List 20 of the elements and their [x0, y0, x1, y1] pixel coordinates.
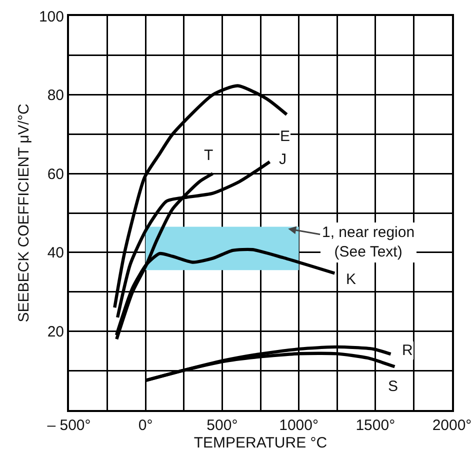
series-label: T — [204, 147, 214, 164]
annotation: 1, near region (See Text) — [322, 224, 415, 260]
series-label: J — [279, 151, 286, 168]
series-label: S — [388, 378, 398, 395]
x-axis-title: TEMPERATURE °C — [194, 434, 328, 452]
y-tick-label: 60 — [47, 166, 64, 183]
x-tick-label: 2000° — [432, 417, 472, 434]
x-tick-label: 500° — [206, 417, 238, 434]
y-axis-title: SEEBECK COEFFICIENT μV/°C — [16, 104, 33, 322]
x-tick-label: – 500° — [47, 417, 91, 434]
series-label: R — [402, 342, 413, 359]
series-label: E — [280, 128, 290, 145]
y-tick-label: 20 — [47, 323, 64, 340]
y-tick-label: 100 — [38, 8, 64, 26]
y-tick-label: 40 — [47, 244, 64, 262]
x-tick-label: 0° — [138, 417, 153, 434]
y-tick-label: 80 — [47, 87, 64, 104]
series-label: K — [346, 271, 356, 288]
x-tick-label: 1500° — [356, 417, 396, 434]
x-tick-label: 1000° — [279, 417, 318, 434]
